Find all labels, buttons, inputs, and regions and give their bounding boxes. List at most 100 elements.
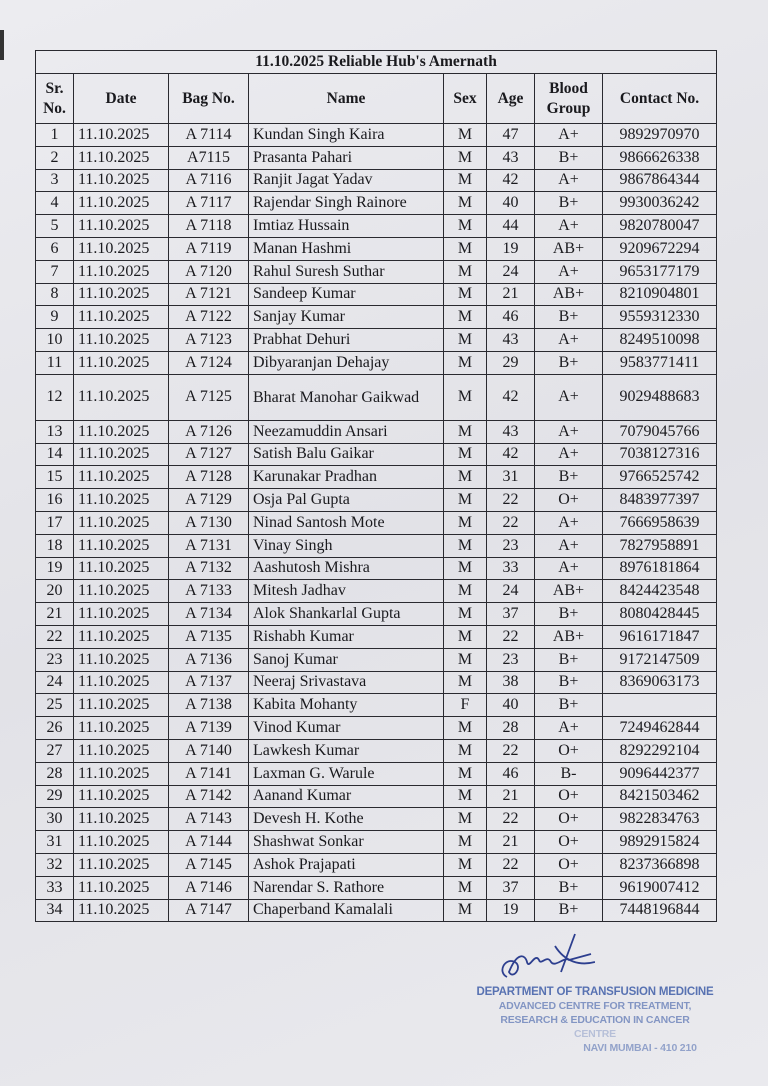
cell-contact-no: 9822834763 <box>601 807 718 832</box>
cell-bag-no: A 7114 <box>168 123 249 147</box>
table-row: 20 11.10.2025 A 7133 Mitesh Jadhav M 24 AB+ 842… <box>35 579 718 604</box>
stamp-line: DEPARTMENT OF TRANSFUSION MEDICINE <box>476 986 714 998</box>
table-row: 32 11.10.2025 A 7145 Ashok Prajapati M 22 O+ 82… <box>35 852 718 877</box>
cell-date: 11.10.2025 <box>73 282 169 307</box>
cell-blood-group: A+ <box>534 533 603 558</box>
cell-sr-no: 21 <box>35 602 74 626</box>
cell-contact-no: 8210904801 <box>601 282 718 307</box>
cell-contact-no: 9820780047 <box>601 214 718 238</box>
cell-name: Bharat Manohar Gaikwad <box>248 373 444 421</box>
cell-date: 11.10.2025 <box>73 624 169 649</box>
table-row: 31 11.10.2025 A 7144 Shashwat Sonkar M 21 O+ 98… <box>35 830 718 854</box>
cell-sr-no: 31 <box>35 830 74 854</box>
cell-contact-no: 7249462844 <box>601 716 718 740</box>
cell-contact-no: 7666958639 <box>601 510 718 535</box>
cell-sex: M <box>443 191 487 216</box>
cell-sr-no: 25 <box>35 693 74 718</box>
column-header-sex: Sex <box>443 73 487 124</box>
cell-age: 22 <box>486 738 535 763</box>
stamp-line: CENTRE <box>574 1028 616 1040</box>
cell-sex: M <box>443 647 487 672</box>
stamp-line: RESEARCH & EDUCATION IN CANCER <box>500 1014 690 1026</box>
cell-age: 31 <box>486 465 535 490</box>
cell-sr-no: 20 <box>35 579 74 604</box>
donor-table: 11.10.2025 Reliable Hub's Amernath Sr. N… <box>34 50 718 923</box>
table-row: 34 11.10.2025 A 7147 Chaperband Kamalali M 19… <box>35 898 718 923</box>
cell-blood-group: A+ <box>534 556 603 581</box>
cell-blood-group: AB+ <box>534 282 603 307</box>
cell-blood-group: A+ <box>534 510 603 535</box>
table-row: 10 11.10.2025 A 7123 Prabhat Dehuri M 43 A+ 824… <box>35 328 718 352</box>
cell-bag-no: A 7131 <box>168 533 249 558</box>
cell-bag-no: A 7140 <box>168 738 249 763</box>
cell-sr-no: 10 <box>35 328 74 352</box>
cell-age: 23 <box>486 647 535 672</box>
cell-bag-no: A 7132 <box>168 556 249 581</box>
cell-sr-no: 6 <box>35 236 74 261</box>
table-row: 28 11.10.2025 A 7141 Laxman G. Warule M 46 B- 9… <box>35 761 718 786</box>
cell-name: Mitesh Jadhav <box>248 579 444 604</box>
cell-date: 11.10.2025 <box>73 852 169 877</box>
cell-sr-no: 5 <box>35 214 74 238</box>
column-header-age: Age <box>486 73 535 124</box>
cell-age: 24 <box>486 259 535 284</box>
cell-date: 11.10.2025 <box>73 716 169 740</box>
cell-name: Ranjit Jagat Yadav <box>248 168 444 193</box>
cell-name: Vinay Singh <box>248 533 444 558</box>
table-row: 21 11.10.2025 A 7134 Alok Shankarlal Gupta M… <box>35 602 718 626</box>
cell-date: 11.10.2025 <box>73 738 169 763</box>
cell-sex: M <box>443 214 487 238</box>
cell-contact-no: 9867864344 <box>601 168 718 193</box>
cell-name: Kabita Mohanty <box>248 693 444 718</box>
cell-bag-no: A 7139 <box>168 716 249 740</box>
cell-sex: F <box>443 693 487 718</box>
cell-name: Manan Hashmi <box>248 236 444 261</box>
cell-sr-no: 16 <box>35 488 74 512</box>
column-header-name: Name <box>248 73 444 124</box>
cell-sr-no: 9 <box>35 305 74 330</box>
cell-sr-no: 1 <box>35 123 74 147</box>
cell-sex: M <box>443 556 487 581</box>
cell-sr-no: 19 <box>35 556 74 581</box>
page-edge <box>0 30 4 60</box>
cell-contact-no: 8424423548 <box>601 579 718 604</box>
cell-sex: M <box>443 784 487 809</box>
cell-age: 46 <box>486 305 535 330</box>
cell-contact-no: 9892915824 <box>601 830 718 854</box>
cell-age: 37 <box>486 602 535 626</box>
cell-sex: M <box>443 602 487 626</box>
cell-blood-group: A+ <box>534 373 603 421</box>
cell-name: Devesh H. Kothe <box>248 807 444 832</box>
cell-name: Satish Balu Gaikar <box>248 442 444 467</box>
cell-contact-no: 8292292104 <box>601 738 718 763</box>
column-header-date: Date <box>73 73 169 124</box>
column-header-sr-no: Sr. No. <box>35 73 74 124</box>
cell-name: Narendar S. Rathore <box>248 875 444 900</box>
column-header-blood-group: Blood Group <box>534 73 603 124</box>
cell-contact-no: 7448196844 <box>601 898 718 923</box>
stamp-line: NAVI MUMBAI - 410 210 <box>583 1042 697 1054</box>
cell-sex: M <box>443 533 487 558</box>
cell-date: 11.10.2025 <box>73 693 169 718</box>
cell-date: 11.10.2025 <box>73 145 169 170</box>
cell-age: 42 <box>486 168 535 193</box>
cell-sex: M <box>443 236 487 261</box>
cell-age: 43 <box>486 328 535 352</box>
cell-name: Kundan Singh Kaira <box>248 123 444 147</box>
cell-sr-no: 4 <box>35 191 74 216</box>
cell-name: Neezamuddin Ansari <box>248 419 444 444</box>
cell-contact-no: 8421503462 <box>601 784 718 809</box>
cell-age: 40 <box>486 693 535 718</box>
table-row: 27 11.10.2025 A 7140 Lawkesh Kumar M 22 O+ 8292… <box>35 738 718 763</box>
cell-bag-no: A 7134 <box>168 602 249 626</box>
cell-date: 11.10.2025 <box>73 442 169 467</box>
table-row: 15 11.10.2025 A 7128 Karunakar Pradhan M 31 B+… <box>35 465 718 490</box>
cell-blood-group: A+ <box>534 214 603 238</box>
cell-date: 11.10.2025 <box>73 830 169 854</box>
cell-sex: M <box>443 716 487 740</box>
cell-bag-no: A 7144 <box>168 830 249 854</box>
cell-sex: M <box>443 670 487 695</box>
cell-age: 21 <box>486 784 535 809</box>
cell-contact-no: 7079045766 <box>601 419 718 444</box>
cell-sr-no: 17 <box>35 510 74 535</box>
